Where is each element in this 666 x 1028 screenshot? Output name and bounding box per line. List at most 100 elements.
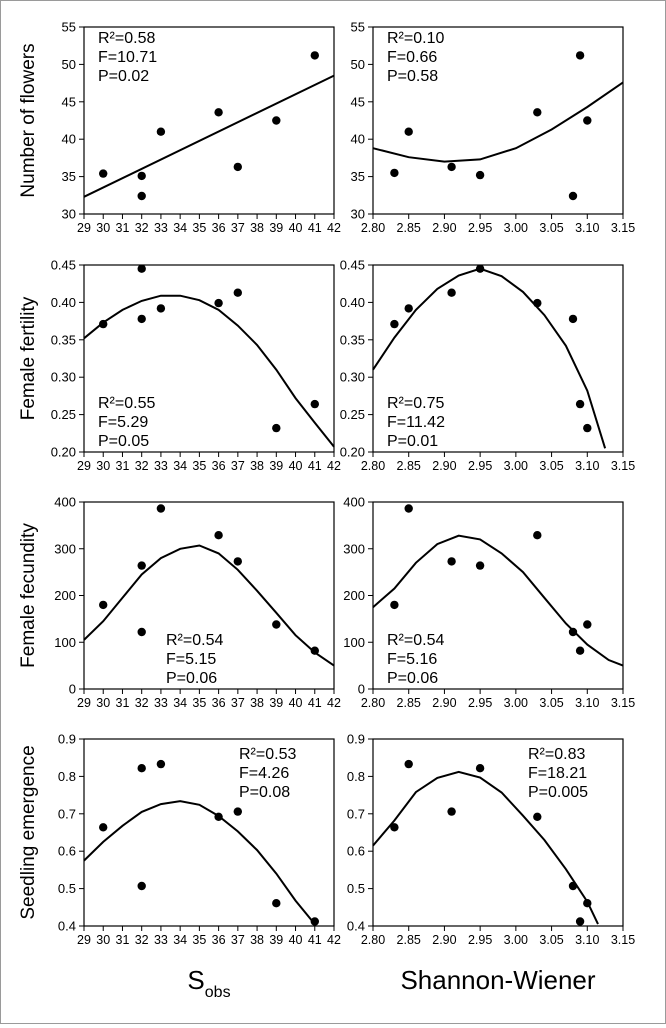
x-tick-label: 29 bbox=[77, 933, 91, 947]
y-tick-label: 0.8 bbox=[347, 769, 365, 784]
y-tick-label: 0.9 bbox=[347, 732, 365, 747]
data-point bbox=[156, 504, 166, 513]
plot-frame bbox=[372, 738, 624, 927]
data-point bbox=[475, 170, 485, 180]
stat-annotation: P=0.06 bbox=[166, 670, 217, 687]
x-tick-label: 33 bbox=[154, 221, 168, 235]
x-tick-label: 2.95 bbox=[468, 933, 492, 947]
data-point bbox=[99, 169, 108, 178]
stat-annotation: R²=0.83 bbox=[528, 746, 585, 763]
x-tick-label: 30 bbox=[96, 221, 110, 235]
x-tick-label: 36 bbox=[212, 221, 226, 235]
data-point bbox=[99, 319, 108, 329]
data-point bbox=[575, 51, 585, 60]
stat-annotation: R²=0.54 bbox=[166, 632, 223, 649]
data-point bbox=[447, 557, 456, 566]
x-tick-label: 2.95 bbox=[468, 221, 492, 235]
x-tick-label: 40 bbox=[289, 459, 303, 473]
data-point bbox=[272, 620, 281, 629]
x-tick-label: 36 bbox=[212, 459, 226, 473]
x-tick-label: 2.95 bbox=[468, 696, 492, 710]
x-tick-label: 3.05 bbox=[539, 459, 563, 473]
y-tick-label: 50 bbox=[351, 57, 365, 72]
x-tick-label: 31 bbox=[116, 221, 130, 235]
y-tick-label: 0.7 bbox=[347, 806, 365, 821]
stat-annotation: F=5.29 bbox=[98, 414, 148, 431]
data-point bbox=[575, 646, 585, 655]
x-tick-label: 37 bbox=[231, 459, 245, 473]
x-tick-label: 31 bbox=[116, 459, 130, 473]
panel-fecundity-shannon: 2.80 2.85 2.90 2.95 3.00 3.05 3.10 3.15 0 100 200 3… bbox=[343, 495, 635, 711]
stat-annotation: P=0.58 bbox=[387, 68, 438, 85]
x-tick-label: 41 bbox=[308, 696, 322, 710]
stat-annotation: P=0.02 bbox=[98, 68, 149, 85]
y-tick-label: 40 bbox=[351, 132, 365, 147]
stat-annotation: F=10.71 bbox=[98, 49, 157, 66]
data-point bbox=[137, 191, 146, 201]
x-tick-label: 33 bbox=[154, 459, 168, 473]
x-tick-label: 2.95 bbox=[468, 459, 492, 473]
y-tick-label: 400 bbox=[54, 495, 76, 510]
x-axis-label-sobs-subscript: obs bbox=[205, 984, 231, 1001]
x-tick-label: 2.85 bbox=[397, 933, 421, 947]
stat-annotation: R²=0.54 bbox=[387, 632, 444, 649]
stat-annotation: P=0.005 bbox=[528, 784, 588, 801]
fit-curve bbox=[83, 800, 316, 925]
data-point bbox=[156, 304, 166, 313]
data-point bbox=[156, 127, 166, 136]
x-tick-label: 3.05 bbox=[539, 221, 563, 235]
y-tick-label: 0.30 bbox=[51, 370, 76, 385]
x-tick-label: 2.90 bbox=[432, 696, 456, 710]
plot-frame bbox=[372, 26, 624, 215]
x-tick-label: 41 bbox=[308, 221, 322, 235]
y-tick-label: 45 bbox=[351, 94, 365, 109]
x-tick-label: 42 bbox=[327, 933, 341, 947]
data-point bbox=[156, 759, 166, 769]
x-tick-label: 40 bbox=[289, 221, 303, 235]
stat-annotation: R²=0.53 bbox=[239, 746, 296, 763]
stat-annotation: P=0.01 bbox=[387, 433, 438, 450]
stat-annotation: F=11.42 bbox=[387, 414, 445, 431]
data-point bbox=[310, 646, 319, 655]
x-tick-label: 2.85 bbox=[397, 459, 421, 473]
x-tick-label: 32 bbox=[135, 933, 149, 947]
data-point bbox=[583, 116, 592, 125]
y-axis-label: Number of flowers bbox=[18, 43, 39, 197]
x-tick-label: 29 bbox=[77, 696, 91, 710]
y-tick-label: 0.25 bbox=[51, 407, 76, 422]
y-tick-label: 0.6 bbox=[347, 844, 365, 859]
x-tick-label: 37 bbox=[231, 933, 245, 947]
x-tick-label: 32 bbox=[135, 221, 149, 235]
data-point bbox=[575, 399, 585, 409]
y-tick-label: 300 bbox=[343, 541, 365, 556]
y-tick-label: 0.20 bbox=[340, 445, 365, 460]
x-tick-label: 39 bbox=[269, 221, 283, 235]
data-point bbox=[447, 807, 456, 816]
x-tick-label: 30 bbox=[96, 696, 110, 710]
x-tick-label: 35 bbox=[192, 459, 206, 473]
data-point bbox=[272, 423, 281, 433]
y-tick-label: 0.20 bbox=[51, 445, 76, 460]
data-point bbox=[575, 917, 585, 926]
x-tick-label: 2.80 bbox=[361, 459, 385, 473]
data-point bbox=[233, 557, 242, 566]
plot-frame bbox=[372, 264, 624, 453]
y-tick-label: 0.35 bbox=[51, 332, 76, 347]
panel-fecundity-sobs: 29 30 31 32 33 34 35 36 37 38 39 40 41 42 0 100 200 300 40… bbox=[18, 495, 341, 711]
panel-fertility-sobs: 29 30 31 32 33 34 35 36 37 38 39 40 41 42 0.20 0.25 0.30… bbox=[18, 258, 341, 474]
data-point bbox=[390, 319, 399, 329]
stat-annotation: F=5.15 bbox=[166, 651, 216, 668]
x-tick-label: 2.85 bbox=[397, 221, 421, 235]
x-tick-label: 30 bbox=[96, 459, 110, 473]
data-point bbox=[404, 127, 413, 136]
y-axis-label: Seedling emergence bbox=[18, 745, 39, 919]
x-tick-label: 32 bbox=[135, 696, 149, 710]
y-tick-label: 40 bbox=[62, 132, 76, 147]
x-tick-label: 42 bbox=[327, 221, 341, 235]
y-axis-label: Female fertility bbox=[18, 296, 39, 420]
x-tick-label: 2.80 bbox=[361, 696, 385, 710]
x-tick-label: 3.05 bbox=[539, 933, 563, 947]
data-point bbox=[233, 807, 242, 816]
stat-annotation: P=0.05 bbox=[98, 433, 149, 450]
